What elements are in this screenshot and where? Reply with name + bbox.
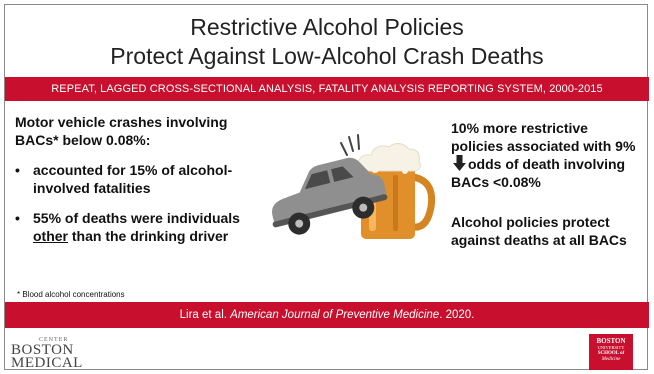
- car-body: [272, 157, 387, 222]
- beer-mug-icon: [354, 143, 436, 239]
- left-panel: Motor vehicle crashes involving BACs* be…: [15, 113, 245, 257]
- car-hubcap: [295, 219, 304, 228]
- car-hubcap: [359, 203, 368, 212]
- bu-logo-line-1: BOSTON: [596, 337, 626, 345]
- bullet-text-2: 55% of deaths were individuals other tha…: [33, 209, 245, 245]
- bu-logo-line-4: Medicine: [601, 357, 621, 362]
- bullet-text-2-underlined: other: [33, 228, 68, 244]
- bmc-logo-small-text: CENTER: [39, 337, 69, 343]
- title-line-1: Restrictive Alcohol Policies: [190, 14, 464, 40]
- title-line-2: Protect Against Low-Alcohol Crash Deaths: [110, 43, 544, 69]
- foam-bubble: [402, 168, 408, 174]
- study-design-banner: REPEAT, LAGGED CROSS-SECTIONAL ANALYSIS,…: [5, 77, 649, 101]
- bu-logo-line-3: SCHOOL of: [597, 351, 625, 356]
- car-window: [331, 166, 354, 182]
- bullet-text-2-post: than the drinking driver: [68, 228, 229, 244]
- beer-foam: [354, 143, 421, 172]
- right-finding-1: 10% more restrictive policies associated…: [451, 119, 641, 191]
- bullet-item: • 55% of deaths were individuals other t…: [15, 209, 245, 245]
- bullet-dot: •: [15, 162, 20, 178]
- mug-shine: [393, 175, 398, 231]
- bullet-dot: •: [15, 210, 20, 226]
- bu-school-of-medicine-logo: BOSTON UNIVERSITY SCHOOL of Medicine: [589, 334, 633, 370]
- impact-lines: [340, 134, 360, 156]
- down-arrow-icon: [453, 155, 466, 171]
- car-window: [305, 170, 331, 190]
- foam-bubble: [371, 165, 379, 173]
- impact-line: [357, 134, 360, 150]
- car-icon: [272, 157, 388, 235]
- citation-authors: Lira et al.: [179, 309, 227, 321]
- infographic-frame: Restrictive Alcohol Policies Protect Aga…: [4, 4, 649, 371]
- page-title: Restrictive Alcohol Policies Protect Aga…: [5, 13, 649, 71]
- right-panel: 10% more restrictive policies associated…: [451, 119, 641, 249]
- bullet-text-1: accounted for 15% of alcohol-involved fa…: [33, 162, 233, 196]
- boston-medical-center-logo: CENTER BOSTON MEDICAL: [11, 337, 93, 371]
- bu-logo-line-2: UNIVERSITY: [597, 345, 625, 350]
- citation-journal: American Journal of Preventive Medicine: [230, 309, 440, 321]
- right-finding-2: Alcohol policies protect against deaths …: [451, 214, 627, 248]
- citation-banner: Lira et al. American Journal of Preventi…: [5, 302, 649, 328]
- bullet-item: • accounted for 15% of alcohol-involved …: [15, 161, 245, 197]
- bullet-text-2-pre: 55% of deaths were individuals: [33, 210, 240, 226]
- footnote: * Blood alcohol concentrations: [17, 290, 125, 299]
- bmc-logo-line-1: BOSTON: [11, 342, 74, 358]
- citation-year: . 2020.: [439, 309, 475, 321]
- car-crash-beer-illustration: [272, 134, 436, 239]
- right-finding-1-pre: 10% more restrictive policies associated…: [451, 120, 636, 154]
- impact-line: [348, 136, 354, 152]
- right-finding-1-post: odds of death involving BACs <0.08%: [451, 156, 626, 190]
- mug-handle: [412, 173, 436, 231]
- impact-line: [340, 142, 348, 156]
- left-lead-text: Motor vehicle crashes involving BACs* be…: [15, 114, 228, 148]
- bmc-logo-line-2: MEDICAL: [11, 355, 83, 371]
